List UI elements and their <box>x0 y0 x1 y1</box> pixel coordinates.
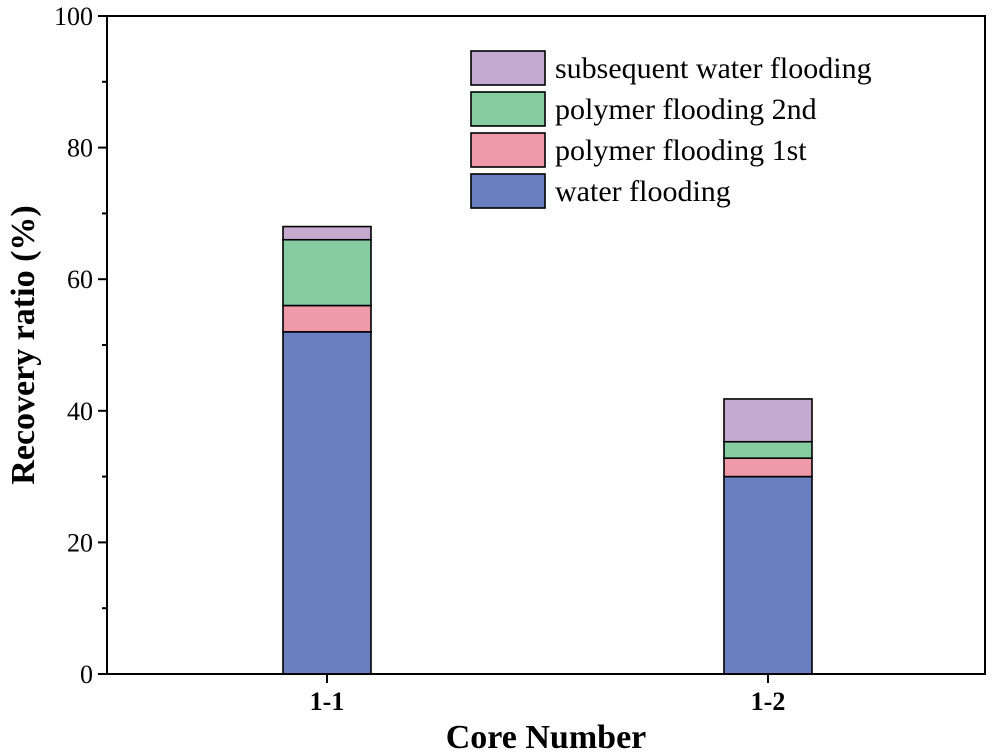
bars-layer <box>282 225 813 675</box>
bar-1-2-subsequent-water-flooding <box>723 398 813 443</box>
bar-1-1-polymer-flooding-1st <box>282 304 372 333</box>
x-tick-label: 1-2 <box>751 687 786 716</box>
plot-frame <box>106 15 986 675</box>
x-tick-label: 1-1 <box>310 687 345 716</box>
legend-label-subsequent-water-flooding: subsequent water flooding <box>555 52 872 85</box>
x-axis-title: Core Number <box>446 719 647 756</box>
legend-label-polymer-flooding-2nd: polymer flooding 2nd <box>555 93 817 126</box>
y-tick-label: 60 <box>67 265 93 294</box>
legend-label-polymer-flooding-1st: polymer flooding 1st <box>555 134 807 167</box>
legend-swatch-water-flooding <box>470 173 546 209</box>
x-axis: 1-1 1-2 <box>310 674 786 716</box>
bar-1-1-water-flooding <box>282 331 372 675</box>
bar-1-2-polymer-flooding-2nd <box>723 440 813 459</box>
y-tick-label: 80 <box>67 134 93 163</box>
y-axis-title: Recovery ratio (%) <box>5 205 42 484</box>
bar-1-1-polymer-flooding-2nd <box>282 238 372 307</box>
bar-1-2-polymer-flooding-1st <box>723 457 813 478</box>
y-tick-label: 20 <box>67 528 93 557</box>
y-tick-label: 100 <box>54 2 93 31</box>
legend-swatch-polymer-flooding-1st <box>470 132 546 168</box>
legend-label-water-flooding: water flooding <box>555 175 731 208</box>
y-axis: 0 20 40 60 80 100 <box>54 2 107 689</box>
y-tick-label: 40 <box>67 397 93 426</box>
bar-1-2-water-flooding <box>723 475 813 675</box>
y-tick-label: 0 <box>80 660 93 689</box>
bar-1-1-subsequent-water-flooding <box>282 225 372 241</box>
legend: subsequent water flooding polymer floodin… <box>470 50 872 209</box>
legend-swatch-polymer-flooding-2nd <box>470 91 546 127</box>
legend-swatch-subsequent-water-flooding <box>470 50 546 86</box>
